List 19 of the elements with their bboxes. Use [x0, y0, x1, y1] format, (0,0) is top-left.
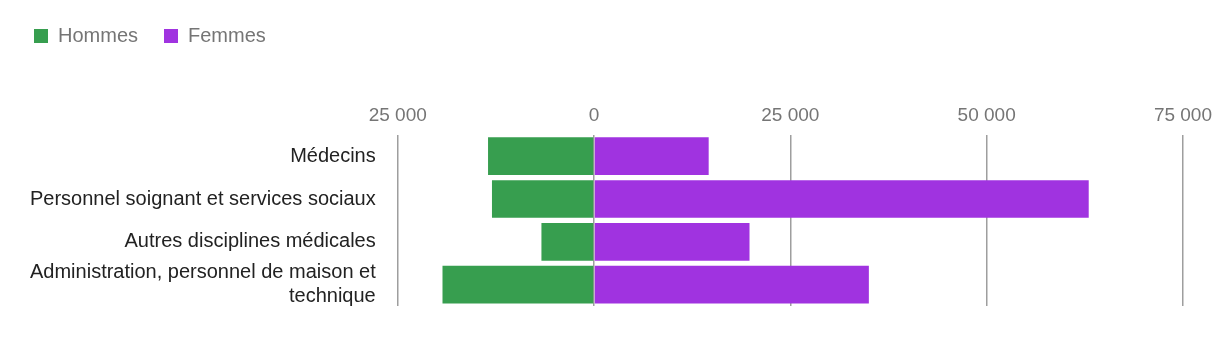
- legend-label: Hommes: [58, 23, 139, 46]
- x-tick-label: 25 000: [761, 103, 820, 125]
- x-tick-label: 0: [588, 103, 600, 125]
- y-tick-label: Autres disciplines médicales: [124, 229, 376, 252]
- bar: [594, 265, 869, 304]
- x-tick-label: 50 000: [957, 103, 1016, 125]
- legend-label: Femmes: [188, 23, 266, 46]
- x-tick-label: 25 000: [368, 103, 427, 125]
- bar: [491, 180, 594, 218]
- y-tick-label: Administration, personnel de maison et technique: [29, 260, 377, 307]
- bar: [488, 137, 594, 176]
- y-tick-label: Personnel soignant et services sociaux: [29, 186, 376, 209]
- x-tick-label: 75 000: [1153, 103, 1213, 125]
- bar: [594, 222, 750, 261]
- bar: [594, 180, 1089, 218]
- bar: [541, 222, 594, 261]
- y-tick-label: Médecins: [290, 143, 376, 166]
- bar: [442, 265, 594, 304]
- bar: [594, 137, 709, 176]
